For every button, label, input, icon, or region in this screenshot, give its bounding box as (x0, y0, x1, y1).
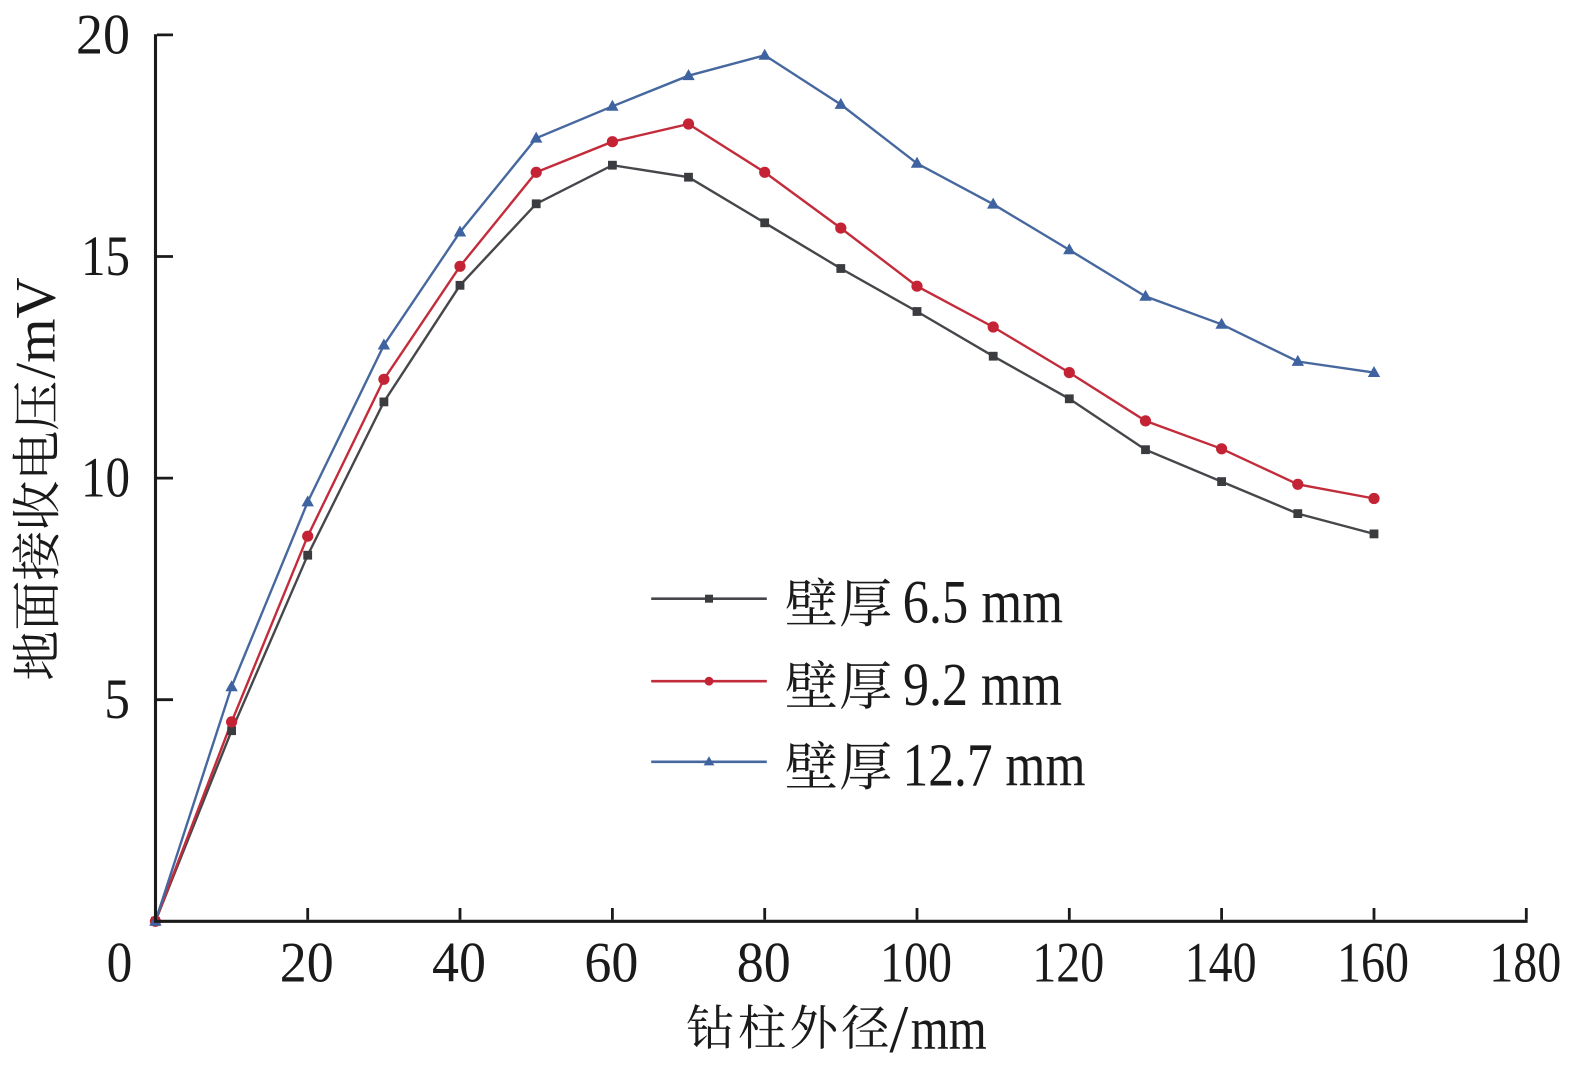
svg-text:100: 100 (880, 932, 952, 995)
svg-text:80: 80 (737, 932, 791, 995)
svg-text:15: 15 (81, 225, 130, 288)
svg-text:20: 20 (280, 932, 334, 995)
svg-text:20: 20 (76, 3, 130, 66)
svg-text:9.2 mm: 9.2 mm (903, 652, 1062, 719)
svg-text:/mV: /mV (5, 277, 68, 378)
svg-text:/: / (889, 991, 908, 1067)
svg-text:140: 140 (1185, 932, 1257, 995)
svg-text:mm: mm (911, 996, 987, 1062)
svg-text:12.7 mm: 12.7 mm (903, 732, 1086, 799)
svg-text:180: 180 (1489, 932, 1561, 995)
svg-text:10: 10 (81, 447, 130, 510)
svg-text:160: 160 (1337, 932, 1409, 995)
svg-text:120: 120 (1032, 932, 1104, 995)
svg-text:60: 60 (584, 932, 638, 995)
svg-text:40: 40 (432, 932, 486, 995)
svg-text:0: 0 (107, 932, 133, 995)
svg-text:6.5 mm: 6.5 mm (903, 569, 1064, 636)
svg-text:5: 5 (104, 668, 130, 731)
